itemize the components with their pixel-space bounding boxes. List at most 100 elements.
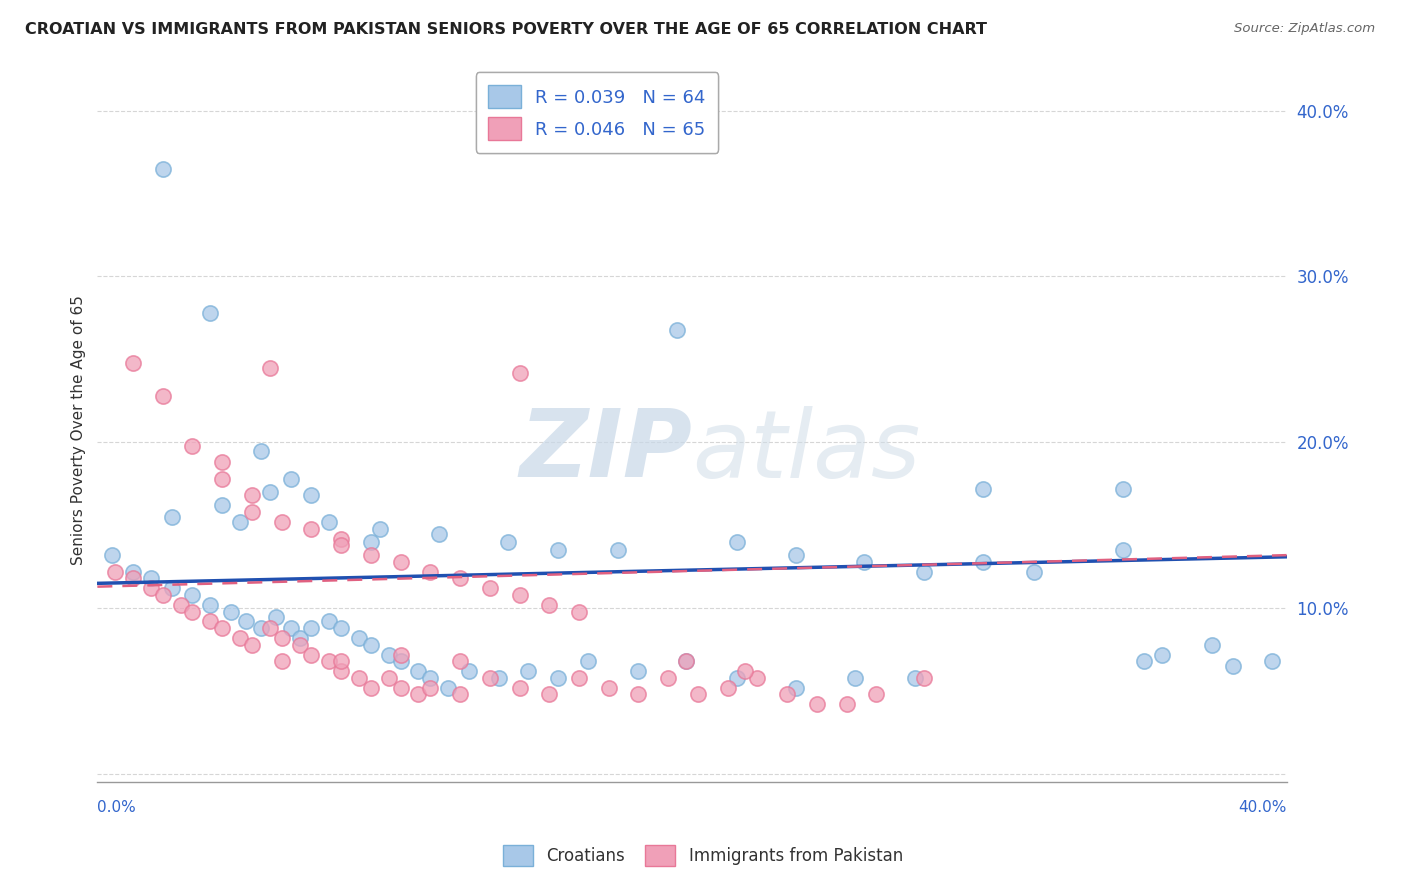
Point [360, 534, 382, 549]
Point [853, 555, 876, 569]
Point [478, 671, 501, 685]
Point [288, 638, 311, 652]
Point [152, 161, 174, 176]
Point [330, 538, 353, 552]
Point [389, 648, 412, 662]
Point [1133, 654, 1156, 668]
Point [437, 681, 460, 695]
Point [1261, 654, 1284, 668]
Text: 0.0%: 0.0% [97, 800, 136, 815]
Point [264, 609, 287, 624]
Point [104, 565, 127, 579]
Point [408, 688, 430, 702]
Point [240, 638, 263, 652]
Point [377, 648, 399, 662]
Point [330, 665, 353, 679]
Point [181, 605, 204, 619]
Point [318, 615, 340, 629]
Point [200, 306, 222, 320]
Point [229, 515, 252, 529]
Point [725, 671, 748, 685]
Point [219, 605, 242, 619]
Text: CROATIAN VS IMMIGRANTS FROM PAKISTAN SENIORS POVERTY OVER THE AGE OF 65 CORRELAT: CROATIAN VS IMMIGRANTS FROM PAKISTAN SEN… [25, 22, 987, 37]
Point [568, 605, 591, 619]
Point [686, 688, 709, 702]
Legend: Croatians, Immigrants from Pakistan: Croatians, Immigrants from Pakistan [495, 837, 911, 875]
Point [904, 671, 927, 685]
Point [288, 631, 311, 645]
Point [785, 681, 807, 695]
Point [211, 472, 233, 486]
Y-axis label: Seniors Poverty Over the Age of 65: Seniors Poverty Over the Age of 65 [72, 295, 86, 565]
Point [449, 571, 471, 585]
Point [675, 654, 697, 668]
Point [181, 439, 204, 453]
Text: atlas: atlas [692, 406, 920, 497]
Point [152, 588, 174, 602]
Point [717, 681, 740, 695]
Point [449, 688, 471, 702]
Point [211, 455, 233, 469]
Point [408, 665, 430, 679]
Point [419, 565, 441, 579]
Point [509, 366, 531, 380]
Point [606, 543, 628, 558]
Point [627, 688, 650, 702]
Point [419, 671, 441, 685]
Point [211, 621, 233, 635]
Point [181, 588, 204, 602]
Point [806, 698, 828, 712]
Point [488, 671, 510, 685]
Legend: R = 0.039   N = 64, R = 0.046   N = 65: R = 0.039 N = 64, R = 0.046 N = 65 [475, 72, 718, 153]
Point [725, 534, 748, 549]
Point [912, 671, 935, 685]
Point [657, 671, 679, 685]
Point [1112, 482, 1135, 496]
Point [1222, 659, 1244, 673]
Point [1201, 638, 1223, 652]
Point [458, 665, 481, 679]
Point [538, 688, 561, 702]
Point [360, 681, 382, 695]
Point [835, 698, 858, 712]
Point [330, 654, 353, 668]
Point [280, 621, 302, 635]
Point [259, 360, 281, 375]
Point [122, 571, 145, 585]
Point [160, 510, 183, 524]
Point [972, 555, 994, 569]
Point [160, 582, 183, 596]
Point [122, 356, 145, 370]
Point [1112, 543, 1135, 558]
Point [389, 654, 412, 668]
Point [200, 615, 222, 629]
Point [972, 482, 994, 496]
Point [389, 681, 412, 695]
Point [568, 671, 591, 685]
Point [734, 665, 756, 679]
Point [250, 443, 273, 458]
Point [169, 598, 191, 612]
Point [496, 534, 519, 549]
Point [229, 631, 252, 645]
Point [299, 522, 322, 536]
Point [235, 615, 257, 629]
Point [912, 565, 935, 579]
Point [517, 665, 540, 679]
Point [538, 598, 561, 612]
Point [666, 322, 689, 336]
Point [509, 588, 531, 602]
Point [389, 555, 412, 569]
Point [368, 522, 391, 536]
Point [509, 681, 531, 695]
Point [152, 389, 174, 403]
Point [211, 499, 233, 513]
Point [122, 565, 145, 579]
Point [330, 621, 353, 635]
Point [785, 548, 807, 562]
Point [240, 488, 263, 502]
Point [865, 688, 887, 702]
Point [675, 654, 697, 668]
Point [598, 681, 620, 695]
Point [139, 582, 162, 596]
